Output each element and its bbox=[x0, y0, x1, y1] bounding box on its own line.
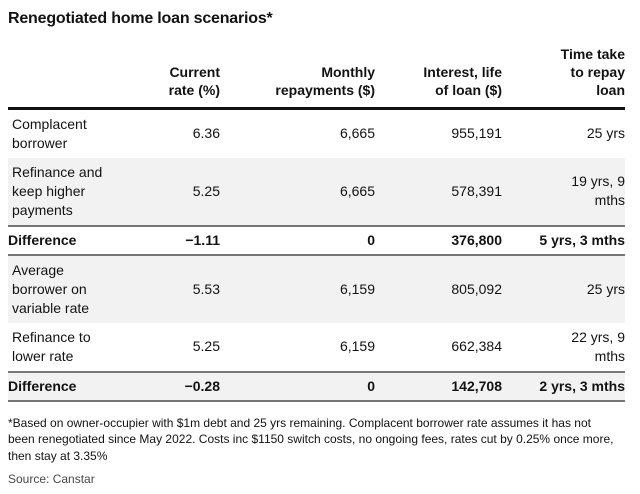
current-rate-cell: −1.11 bbox=[150, 224, 220, 256]
header-row: Current rate (%) Monthly repayments ($) In… bbox=[8, 45, 625, 110]
scenario-cell: Refinance and keep higher payments bbox=[12, 163, 103, 218]
interest-cell: 376,800 bbox=[375, 224, 502, 256]
current-rate-cell: 5.25 bbox=[192, 182, 220, 199]
monthly-repayments-cell: 6,665 bbox=[339, 182, 375, 199]
footnote: *Based on owner-occupier with $1m debt a… bbox=[8, 415, 614, 464]
column-header-repay-time-cell: Time take to repay loan bbox=[502, 45, 625, 110]
current-rate-cell: −0.28 bbox=[150, 370, 220, 402]
column-header-monthly-repayments-cell: Monthly repayments ($) bbox=[220, 45, 375, 110]
monthly-repayments-cell: 6,159 bbox=[339, 338, 375, 355]
interest-cell: 805,092 bbox=[451, 280, 502, 297]
interest-cell: 142,708 bbox=[375, 370, 502, 402]
repay-time-cell: 22 yrs, 9 mths bbox=[571, 328, 625, 364]
repay-time-cell: 25 yrs bbox=[586, 125, 625, 142]
repay-time-cell: 19 yrs, 9 mths bbox=[571, 173, 625, 209]
repay-time-cell: 25 yrs bbox=[586, 280, 625, 297]
scenario-cell: Complacent borrower bbox=[12, 115, 87, 151]
interest-cell: 662,384 bbox=[451, 338, 502, 355]
monthly-repayments-cell: 0 bbox=[220, 370, 375, 402]
column-header-interest-cell: Interest, life of loan ($) bbox=[375, 45, 502, 110]
scenario-cell: Difference bbox=[8, 224, 150, 256]
page-title: Renegotiated home loan scenarios* bbox=[8, 10, 273, 27]
source-attribution: Source: Canstar bbox=[8, 471, 95, 486]
table-row: Complacent borrower 6.36 6,665 955,191 25 yr… bbox=[8, 108, 625, 158]
loan-scenarios-table: Current rate (%) Monthly repayments ($) In… bbox=[8, 45, 625, 402]
scenario-cell: Average borrower on variable rate bbox=[12, 261, 90, 316]
current-rate-cell: 6.36 bbox=[192, 125, 220, 142]
table-header: Current rate (%) Monthly repayments ($) In… bbox=[8, 45, 625, 110]
column-header-current-rate-cell: Current rate (%) bbox=[150, 45, 220, 110]
scenario-cell: Refinance to lower rate bbox=[12, 328, 91, 364]
interest-cell: 578,391 bbox=[451, 182, 502, 199]
repay-time-cell: 2 yrs, 3 mths bbox=[502, 370, 625, 402]
monthly-repayments-cell: 6,159 bbox=[339, 280, 375, 297]
monthly-repayments-cell: 6,665 bbox=[339, 125, 375, 142]
table-row: Refinance to lower rate 5.25 6,159 662,384 2… bbox=[8, 323, 625, 372]
current-rate-cell: 5.53 bbox=[192, 280, 220, 297]
interest-cell: 955,191 bbox=[451, 125, 502, 142]
repay-time-cell: 5 yrs, 3 mths bbox=[502, 224, 625, 256]
table-row: Difference −0.28 0 142,708 2 yrs, 3 mths bbox=[8, 370, 625, 402]
table-body: Complacent borrower 6.36 6,665 955,191 25 yr… bbox=[8, 108, 625, 402]
table-row: Average borrower on variable rate 5.53 6,1… bbox=[8, 254, 625, 323]
table-row: Refinance and keep higher payments 5.25 6,… bbox=[8, 157, 625, 226]
table-row: Difference −1.11 0 376,800 5 yrs, 3 mths bbox=[8, 224, 625, 256]
current-rate-cell: 5.25 bbox=[192, 338, 220, 355]
column-header-scenario-cell bbox=[8, 45, 150, 110]
scenario-cell: Difference bbox=[8, 370, 150, 402]
monthly-repayments-cell: 0 bbox=[220, 224, 375, 256]
